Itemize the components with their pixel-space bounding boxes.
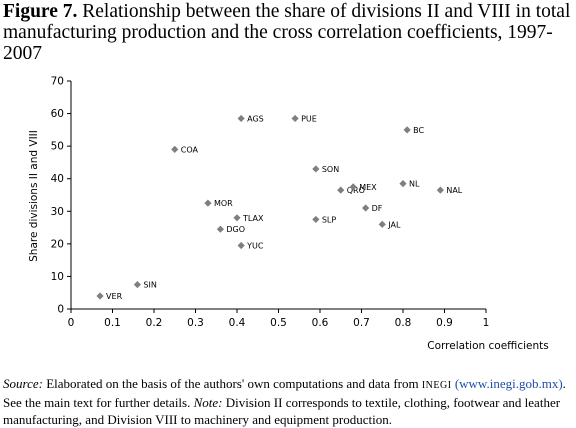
x-tick-label: 0.7 (353, 317, 370, 329)
point-bc (403, 126, 411, 134)
source-text: Elaborated on the basis of the authors' … (42, 376, 422, 391)
figure-label: Figure 7. (3, 1, 78, 22)
x-tick-label: 0.3 (187, 317, 204, 329)
source-text-cont: . See the main text for further details. (3, 376, 566, 410)
point-label-pue: PUE (301, 114, 317, 123)
point-qro (337, 186, 345, 194)
figure-title-text: Relationship between the share of divisi… (3, 1, 571, 64)
point-label-dgo: DGO (226, 225, 245, 234)
point-mor (204, 199, 212, 207)
x-tick-label: 1 (483, 317, 490, 329)
chart-points: VER SIN COA MOR DGO AGS TLAX YUC PUE SON SLP QROMEX… (96, 114, 463, 301)
point-label-son: SON (322, 165, 339, 174)
x-tick-label: 0.4 (229, 317, 246, 329)
point-label-yuc: YUC (246, 241, 264, 250)
point-label-slp: SLP (322, 215, 337, 224)
note-label: Note: (193, 395, 223, 410)
point-pue (291, 114, 299, 123)
point-tlax (233, 214, 241, 222)
x-tick-label: 0.2 (146, 317, 163, 329)
point-yuc (237, 241, 245, 250)
point-label-ver: VER (106, 292, 123, 301)
point-slp (312, 215, 320, 224)
y-tick-label: 20 (51, 238, 64, 250)
y-axis-label: Share divisions II and VIII (28, 130, 40, 262)
x-tick-label: 0.5 (270, 317, 287, 329)
point-label-tlax: TLAX (242, 214, 264, 223)
point-ver (96, 292, 104, 300)
y-tick-label: 10 (51, 271, 64, 283)
inegi-label: INEGI (421, 380, 452, 391)
point-coa (171, 145, 179, 153)
figure-title: Figure 7. Relationship between the share… (3, 1, 575, 64)
point-label-jal: JAL (387, 220, 401, 229)
source-label: Source: (3, 376, 43, 391)
y-tick-label: 40 (51, 173, 64, 185)
point-label-df: DF (372, 204, 383, 213)
x-axis-label: Correlation coefficients (427, 340, 548, 352)
point-label-bc: BC (413, 126, 424, 135)
point-dgo (216, 225, 224, 233)
x-tick-label: 0 (68, 317, 75, 329)
inegi-link[interactable]: (www.inegi.gob.mx) (454, 376, 563, 391)
x-tick-label: 0.9 (436, 317, 453, 329)
figure-footnote: Source: Elaborated on the basis of the a… (3, 375, 575, 428)
y-tick-label: 60 (51, 108, 64, 120)
point-jal (378, 220, 386, 228)
point-sin (133, 280, 141, 289)
point-ags (237, 114, 245, 123)
point-label-nal: NAL (446, 186, 462, 195)
point-label-qro: QRO (347, 186, 365, 195)
point-df (362, 204, 370, 212)
chart-axes (70, 81, 486, 310)
point-label-coa: COA (181, 145, 199, 154)
x-tick-label: 0.6 (312, 317, 329, 329)
y-tick-label: 30 (51, 206, 64, 218)
point-label-ags: AGS (247, 114, 264, 123)
point-label-nl: NL (409, 180, 420, 189)
point-mex (349, 183, 357, 191)
y-tick-label: 50 (51, 141, 64, 153)
x-tick-label: 0.1 (104, 317, 121, 329)
point-son (312, 165, 320, 173)
point-label-mex: MEX (359, 183, 377, 192)
note-text: Division II corresponds to textile, clot… (3, 395, 561, 427)
chart-ticks: 0 10 20 30 40 50 60 70 0 0.1 0.2 0.3 0.4 0.5 0.6 0.7 0.8… (51, 76, 490, 330)
point-label-mor: MOR (214, 199, 233, 208)
y-tick-label: 0 (57, 304, 64, 316)
y-tick-label: 70 (51, 76, 64, 88)
x-tick-label: 0.8 (395, 317, 412, 329)
point-label-sin: SIN (143, 281, 156, 290)
point-nal (436, 186, 444, 194)
point-nl (399, 180, 407, 188)
